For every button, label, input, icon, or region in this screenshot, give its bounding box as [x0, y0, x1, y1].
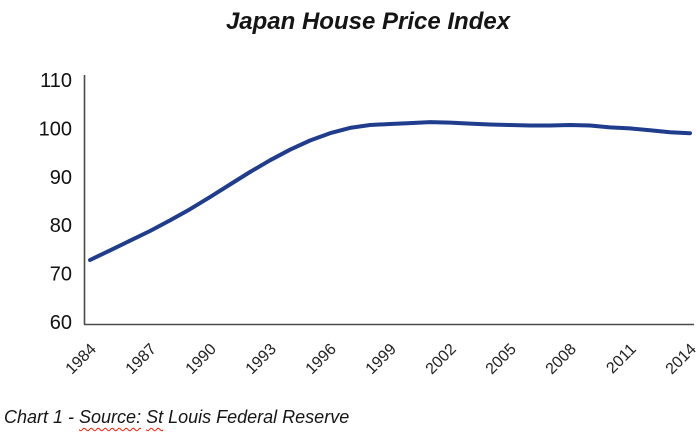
caption-text: Louis Federal Reserve [163, 407, 350, 427]
y-tick-label: 110 [40, 70, 72, 92]
y-tick-label: 80 [50, 215, 72, 237]
chart-title: Japan House Price Index [225, 8, 511, 35]
y-tick-label: 60 [50, 312, 72, 334]
x-tick-label: 2014 [663, 341, 696, 378]
caption-word-misspelled: Source: [79, 407, 142, 427]
line-chart: 110 100 90 80 70 60 1984 1987 1990 1993 1996 1999 2… [39, 70, 696, 378]
x-tick-label: 2008 [543, 341, 580, 378]
x-tick-label: 2011 [603, 341, 639, 377]
y-axis-tick-labels: 110 100 90 80 70 60 [39, 70, 72, 334]
y-tick-label: 70 [50, 264, 72, 286]
x-axis-tick-labels: 1984 1987 1990 1993 1996 1999 2002 2005 2008 2011… [63, 341, 696, 378]
x-tick-label: 2002 [423, 341, 460, 378]
x-tick-label: 1993 [243, 341, 280, 378]
x-tick-label: 1999 [363, 341, 400, 378]
x-tick-label: 1996 [303, 341, 340, 378]
x-tick-label: 1987 [123, 341, 160, 378]
caption-word-misspelled: St [146, 407, 164, 427]
chart-caption: Chart 1 - Source: St Louis Federal Reser… [4, 407, 349, 428]
caption-text: Chart 1 - [4, 407, 80, 427]
x-tick-label: 2005 [483, 341, 520, 378]
y-tick-label: 100 [39, 118, 72, 140]
x-tick-label: 1990 [183, 341, 220, 378]
y-tick-label: 90 [50, 167, 72, 189]
x-tick-label: 1984 [63, 341, 100, 378]
house-price-index-line [88, 120, 692, 262]
